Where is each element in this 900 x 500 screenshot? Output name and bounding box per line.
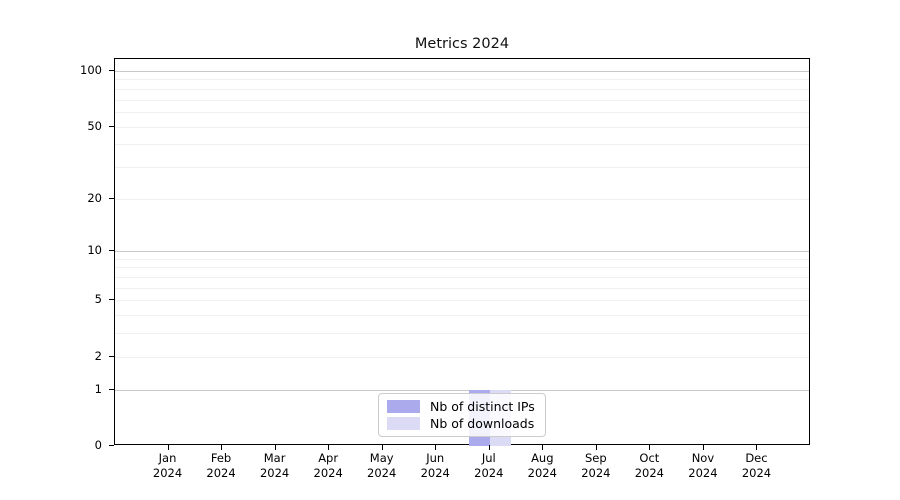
y-gridline-minor bbox=[115, 79, 809, 81]
y-gridline-major bbox=[115, 71, 809, 72]
legend-item-distinct-ips: Nb of distinct IPs bbox=[387, 399, 537, 414]
legend-label-downloads: Nb of downloads bbox=[430, 416, 535, 432]
x-tick-mark bbox=[649, 445, 650, 450]
y-gridline-minor bbox=[115, 99, 809, 101]
y-tick-mark bbox=[109, 198, 114, 199]
y-tick-mark bbox=[109, 389, 114, 390]
x-tick-mark bbox=[328, 445, 329, 450]
y-gridline-major bbox=[115, 251, 809, 253]
x-tick-label: Jul 2024 bbox=[474, 451, 504, 480]
legend-item-downloads: Nb of downloads bbox=[387, 416, 537, 431]
x-tick-label: Nov 2024 bbox=[688, 451, 718, 480]
y-gridline-minor bbox=[115, 356, 809, 358]
y-gridline-minor bbox=[115, 88, 809, 90]
x-tick-label: Apr 2024 bbox=[313, 451, 343, 480]
x-tick-label: Aug 2024 bbox=[527, 451, 557, 480]
x-tick-mark bbox=[489, 445, 490, 450]
x-tick-mark bbox=[275, 445, 276, 450]
legend: Nb of distinct IPs Nb of downloads bbox=[378, 393, 546, 437]
x-tick-mark bbox=[382, 445, 383, 450]
x-tick-mark bbox=[168, 445, 169, 450]
y-tick-label: 50 bbox=[87, 118, 102, 133]
y-gridline-minor bbox=[115, 198, 809, 200]
y-tick-mark bbox=[109, 250, 114, 251]
y-tick-label: 1 bbox=[94, 381, 102, 396]
x-tick-label: Oct 2024 bbox=[634, 451, 665, 480]
x-tick-mark bbox=[703, 445, 704, 450]
x-tick-mark bbox=[221, 445, 222, 450]
x-tick-label: Dec 2024 bbox=[741, 451, 772, 480]
y-tick-label: 0 bbox=[94, 438, 102, 452]
chart-title: Metrics 2024 bbox=[414, 36, 510, 52]
x-tick-mark bbox=[542, 445, 543, 450]
y-tick-label: 5 bbox=[94, 292, 102, 307]
y-gridline-major bbox=[115, 389, 809, 391]
x-tick-mark bbox=[596, 445, 597, 450]
y-tick-label: 2 bbox=[94, 348, 102, 363]
y-tick-mark bbox=[109, 70, 114, 71]
legend-swatch-downloads-icon bbox=[387, 417, 420, 431]
y-gridline-minor bbox=[115, 144, 809, 146]
legend-swatch-distinct-ips-icon bbox=[387, 399, 420, 413]
y-gridline-minor bbox=[115, 277, 809, 279]
y-gridline-minor bbox=[115, 166, 809, 168]
x-tick-label: Feb 2024 bbox=[206, 451, 236, 480]
y-gridline-minor bbox=[115, 287, 809, 289]
y-gridline-minor bbox=[115, 111, 809, 113]
y-gridline-minor bbox=[115, 258, 809, 260]
y-tick-mark bbox=[109, 445, 114, 446]
y-tick-label: 10 bbox=[87, 243, 102, 258]
x-tick-label: Mar 2024 bbox=[259, 451, 290, 480]
x-tick-label: Jun 2024 bbox=[420, 451, 450, 480]
y-tick-mark bbox=[109, 299, 114, 300]
y-gridline-minor bbox=[115, 333, 809, 335]
y-tick-mark bbox=[109, 126, 114, 127]
y-tick-mark bbox=[109, 356, 114, 357]
y-tick-label: 20 bbox=[87, 190, 102, 205]
y-gridline-minor bbox=[115, 267, 809, 269]
x-tick-label: Sep 2024 bbox=[581, 451, 611, 480]
x-tick-mark bbox=[756, 445, 757, 450]
y-gridline-minor bbox=[115, 300, 809, 302]
y-gridline-minor bbox=[115, 315, 809, 317]
plot-area bbox=[114, 58, 810, 446]
y-gridline-minor bbox=[115, 126, 809, 128]
y-tick-label: 100 bbox=[80, 63, 102, 77]
x-tick-label: May 2024 bbox=[367, 451, 397, 480]
x-tick-mark bbox=[435, 445, 436, 450]
x-tick-label: Jan 2024 bbox=[152, 451, 183, 480]
legend-label-distinct-ips: Nb of distinct IPs bbox=[430, 398, 535, 414]
